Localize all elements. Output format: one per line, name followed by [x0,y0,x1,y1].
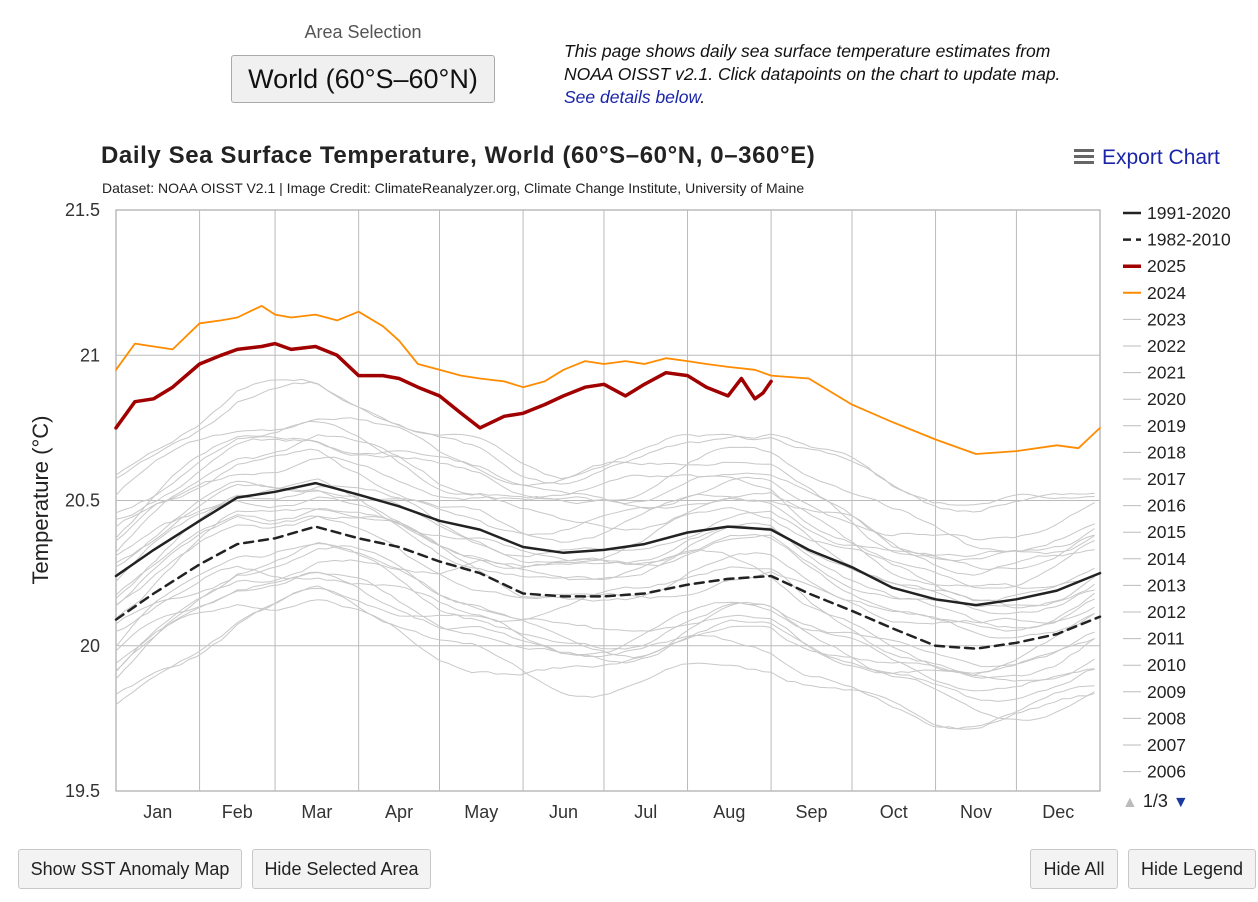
series-line-2025 [114,341,773,430]
y-tick-label: 21 [80,345,100,365]
legend-label: 2025 [1147,256,1186,276]
legend-label: 1982-2010 [1147,230,1231,250]
background-year-line [115,381,1095,513]
legend-label: 2020 [1147,389,1186,409]
background-year-line [115,599,1095,721]
legend-label: 2013 [1147,575,1186,595]
background-year-line [115,448,1095,576]
background-year-line [115,378,1095,506]
legend-label: 2016 [1147,496,1186,516]
background-year-line [115,434,1095,571]
background-year-line [115,436,1095,562]
series-line-1991-2020 [114,481,1102,607]
legend-label: 2010 [1147,655,1186,675]
area-selection-button[interactable]: World (60°S–60°N) [231,55,495,103]
intro-end: . [700,87,706,107]
area-selection-label: Area Selection [304,22,422,42]
y-tick-label: 20.5 [65,491,100,511]
x-tick-label: Mar [301,802,332,822]
legend-label: 2012 [1147,602,1186,622]
background-year-line [115,585,1095,730]
background-year-line [115,515,1095,639]
background-year-line [115,483,1095,589]
legend-label: 2022 [1147,336,1186,356]
intro-text: This page shows daily sea surface temper… [564,40,1064,109]
background-year-line [115,565,1095,682]
y-tick-label: 21.5 [65,200,100,220]
legend-label: 2017 [1147,469,1186,489]
chart-subtitle: Dataset: NOAA OISST V2.1 | Image Credit:… [102,180,805,196]
export-chart-label: Export Chart [1102,146,1220,169]
export-chart-button[interactable]: Export Chart [1074,146,1220,170]
details-link[interactable]: See details below [564,87,701,107]
legend-label: 2018 [1147,442,1186,462]
background-year-line [115,496,1095,615]
x-tick-label: May [464,802,498,822]
legend-prev-page-icon[interactable]: ▲ [1122,794,1138,811]
background-year-line [115,420,1095,552]
legend-label: 2024 [1147,283,1186,303]
sst-line-chart[interactable]: 19.5 20 20.5 21 21.5 Jan Feb Mar Apr May Jun Jul Aug… [0,0,1258,840]
background-year-line [115,571,1095,702]
hamburger-menu-icon [1074,146,1094,170]
background-year-line [115,587,1095,730]
legend-label: 2015 [1147,522,1186,542]
legend-next-page-icon[interactable]: ▼ [1172,794,1189,811]
x-tick-label: Aug [713,802,745,822]
hide-selected-area-button[interactable]: Hide Selected Area [252,849,431,889]
background-year-line [115,559,1095,679]
series-line-2024 [115,304,1101,455]
y-tick-label: 19.5 [65,781,100,801]
chart-title: Daily Sea Surface Temperature, World (60… [101,142,816,169]
y-tick-label: 20 [80,636,100,656]
legend-label: 1991-2020 [1147,203,1231,223]
x-tick-label: Oct [880,802,908,822]
hide-legend-button[interactable]: Hide Legend [1128,849,1256,889]
legend-label: 2009 [1147,682,1186,702]
background-year-line [115,515,1095,632]
x-tick-label: Jul [634,802,657,822]
legend-pager: ▲ 1/3 ▼ [1122,791,1189,812]
show-anomaly-map-button[interactable]: Show SST Anomaly Map [18,849,242,889]
hide-all-button[interactable]: Hide All [1030,849,1118,889]
legend-label: 2021 [1147,363,1186,383]
background-year-line [115,438,1095,558]
legend-label: 2023 [1147,309,1186,329]
legend-label: 2019 [1147,416,1186,436]
legend-page-indicator: 1/3 [1142,791,1168,811]
x-tick-label: Nov [960,802,992,822]
legend-label: 2006 [1147,762,1186,782]
x-tick-label: Apr [385,802,413,822]
background-year-line [115,542,1095,676]
x-tick-label: Jun [549,802,578,822]
background-year-line [115,417,1095,541]
y-axis-label: Temperature (°C) [28,416,53,585]
x-tick-label: Feb [222,802,253,822]
legend-label: 2014 [1147,549,1186,569]
x-tick-label: Sep [796,802,828,822]
background-year-line [115,456,1095,589]
legend-label: 2011 [1147,629,1185,649]
x-tick-label: Dec [1042,802,1074,822]
background-year-line [115,485,1095,609]
background-year-line [115,542,1095,668]
legend-label: 2007 [1147,735,1186,755]
legend-label: 2008 [1147,708,1186,728]
background-year-line [115,508,1095,625]
intro-body: This page shows daily sea surface temper… [564,41,1061,84]
series-line-1982-2010 [114,525,1102,650]
background-year-line [115,508,1095,629]
x-tick-label: Jan [143,802,172,822]
